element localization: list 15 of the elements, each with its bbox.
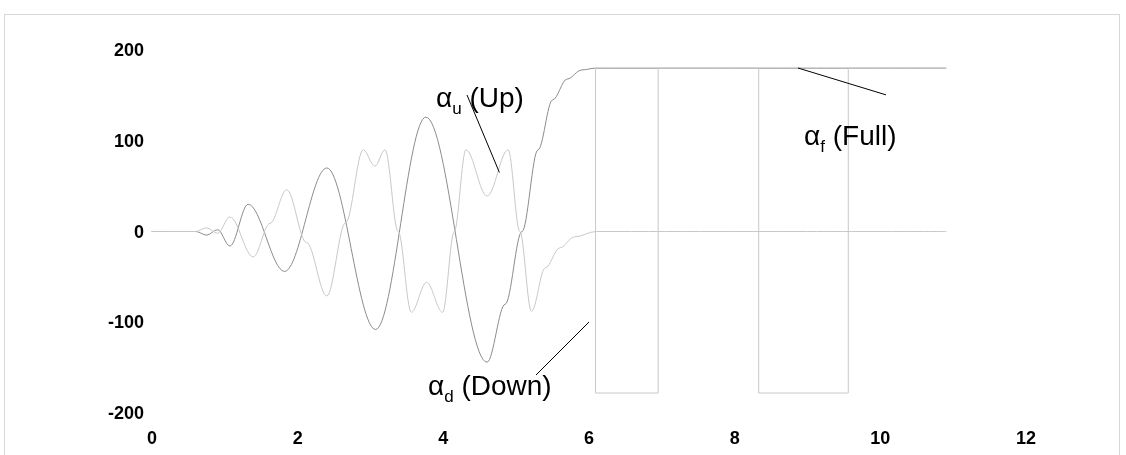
x-tick-label: 4 — [438, 428, 449, 448]
x-tick-label: 12 — [1015, 428, 1037, 448]
y-tick-label: 0 — [133, 221, 144, 242]
y-tick-label: 100 — [113, 130, 144, 151]
x-tick-label: 8 — [729, 428, 740, 448]
y-tick-label: -100 — [107, 312, 144, 333]
x-tick-label: 6 — [583, 428, 595, 448]
x-tick-label: 0 — [146, 428, 158, 448]
annotation: α$_{d}$ (Down) — [428, 369, 552, 407]
y-tick-label: -200 — [107, 403, 144, 423]
x-tick-label: 2 — [292, 428, 303, 448]
y-tick-label: 200 — [113, 40, 144, 60]
annotation: α$_{f}$ (Full) — [804, 119, 897, 157]
x-tick-label: 10 — [870, 428, 891, 448]
annotation: α$_{u}$ (Up) — [436, 81, 524, 119]
